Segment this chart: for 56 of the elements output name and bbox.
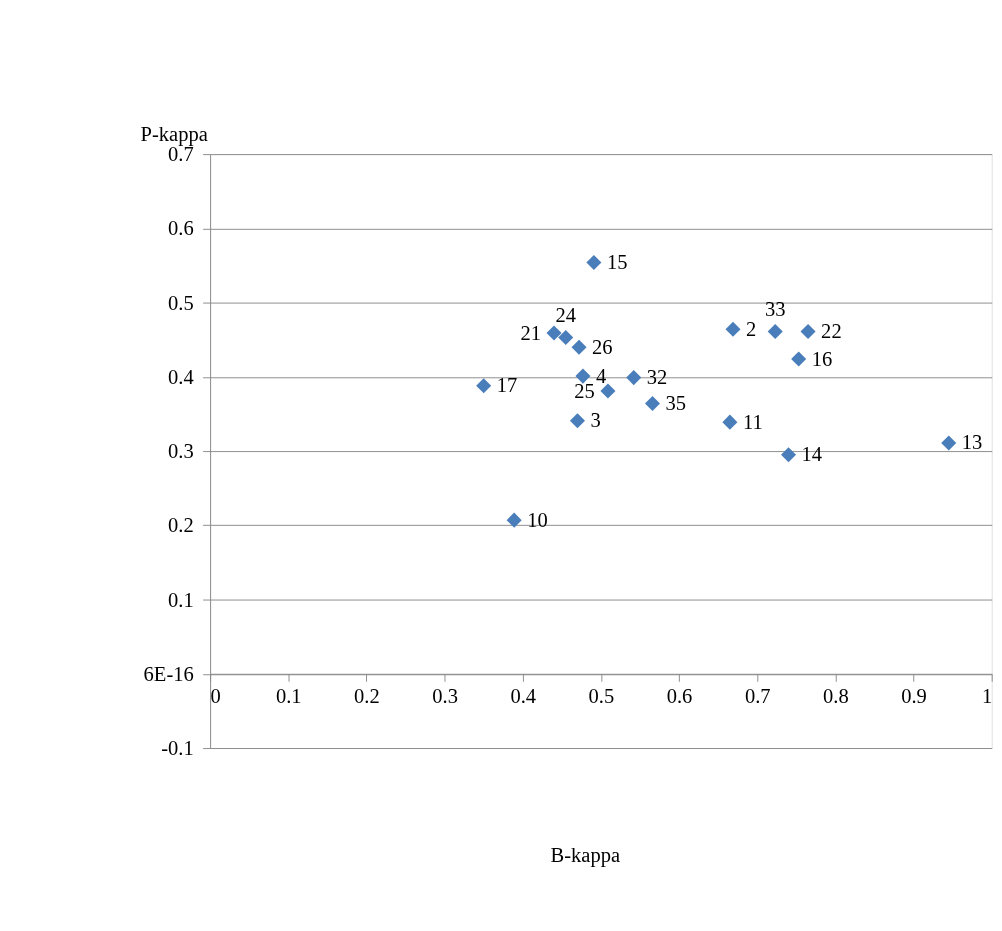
point (506, 512, 522, 528)
point (571, 339, 587, 355)
point (791, 351, 807, 367)
point (575, 368, 591, 384)
x-tick-label: 0.3 (432, 685, 458, 708)
point (725, 321, 741, 337)
point (780, 447, 797, 463)
y-tick-label: 0.3 (168, 440, 194, 463)
annotation: 21 (520, 321, 541, 344)
point (546, 325, 562, 341)
annotation: 4 (596, 364, 607, 387)
annotation: 15 (606, 251, 628, 274)
annotation: 13 (961, 431, 983, 454)
y-tick-label: 0.2 (168, 514, 194, 537)
x-tick-label: 0.7 (744, 685, 771, 708)
point (569, 413, 585, 429)
annotation: 22 (821, 320, 842, 343)
annotation: 17 (496, 374, 518, 397)
x-tick-label: 0.6 (666, 685, 693, 708)
point (558, 329, 574, 346)
point (626, 370, 642, 386)
annotation: 33 (764, 297, 786, 320)
x-tick-label: 1 (981, 685, 993, 708)
annotation: 14 (801, 443, 823, 466)
annotation: 2 (746, 317, 757, 340)
point (767, 324, 783, 340)
point (644, 396, 661, 412)
point (600, 383, 616, 399)
x-tick-label: 0.4 (510, 685, 537, 708)
x-tick-label: 0.9 (901, 685, 927, 708)
point (476, 378, 492, 394)
y-tick-label: 0.4 (168, 365, 194, 388)
x-tick-label: 0.2 (354, 685, 380, 708)
point (800, 324, 816, 340)
annotation: 16 (811, 347, 833, 370)
annotation: 11 (742, 410, 763, 433)
y-tick-label: 6E-16 (143, 662, 194, 685)
point (722, 414, 738, 430)
annotation: 32 (646, 366, 668, 389)
annotation: 24 (555, 303, 577, 326)
annotation: 10 (527, 508, 548, 531)
x-tick-label: 0.1 (275, 685, 302, 708)
annotation: 26 (592, 335, 613, 358)
annotation: 3 (590, 409, 601, 432)
y-tick-label: 0.1 (168, 588, 194, 611)
annotation: 25 (574, 379, 595, 402)
point (941, 435, 957, 451)
annotation: 35 (665, 392, 687, 415)
x-tick-label: 0 (210, 685, 221, 708)
y-tick-label: 0.6 (168, 217, 194, 240)
point (586, 255, 602, 271)
x-tick-label: 0.5 (588, 685, 615, 708)
y-tick-label: -0.1 (161, 737, 194, 760)
x-axis-title: B-kappa (550, 843, 621, 867)
y-tick-label: 0.5 (168, 291, 194, 314)
x-tick-label: 0.8 (823, 685, 849, 708)
